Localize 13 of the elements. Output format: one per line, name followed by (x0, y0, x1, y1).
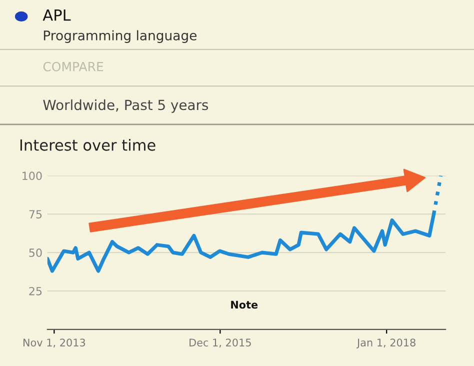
text: APL (42, 10, 71, 21)
text: COMPARE (43, 62, 104, 72)
y-tick-label: 75 (29, 210, 42, 218)
annotation: Note (231, 300, 258, 309)
x-tick-label: Nov 1, 2013 (23, 338, 86, 348)
y-tick-label: 50 (29, 248, 42, 257)
chart-title: Interest over time (20, 139, 156, 151)
y-tick-label: 25 (29, 286, 42, 296)
y-tick-label: 100 (22, 172, 42, 180)
x-tick-label: Dec 1, 2015 (190, 338, 251, 348)
x-tick-label: Jan 1, 2018 (356, 338, 416, 348)
chart-subtitle: Worldwide, Past 5 years (43, 99, 208, 113)
text: Programming language (44, 30, 197, 43)
